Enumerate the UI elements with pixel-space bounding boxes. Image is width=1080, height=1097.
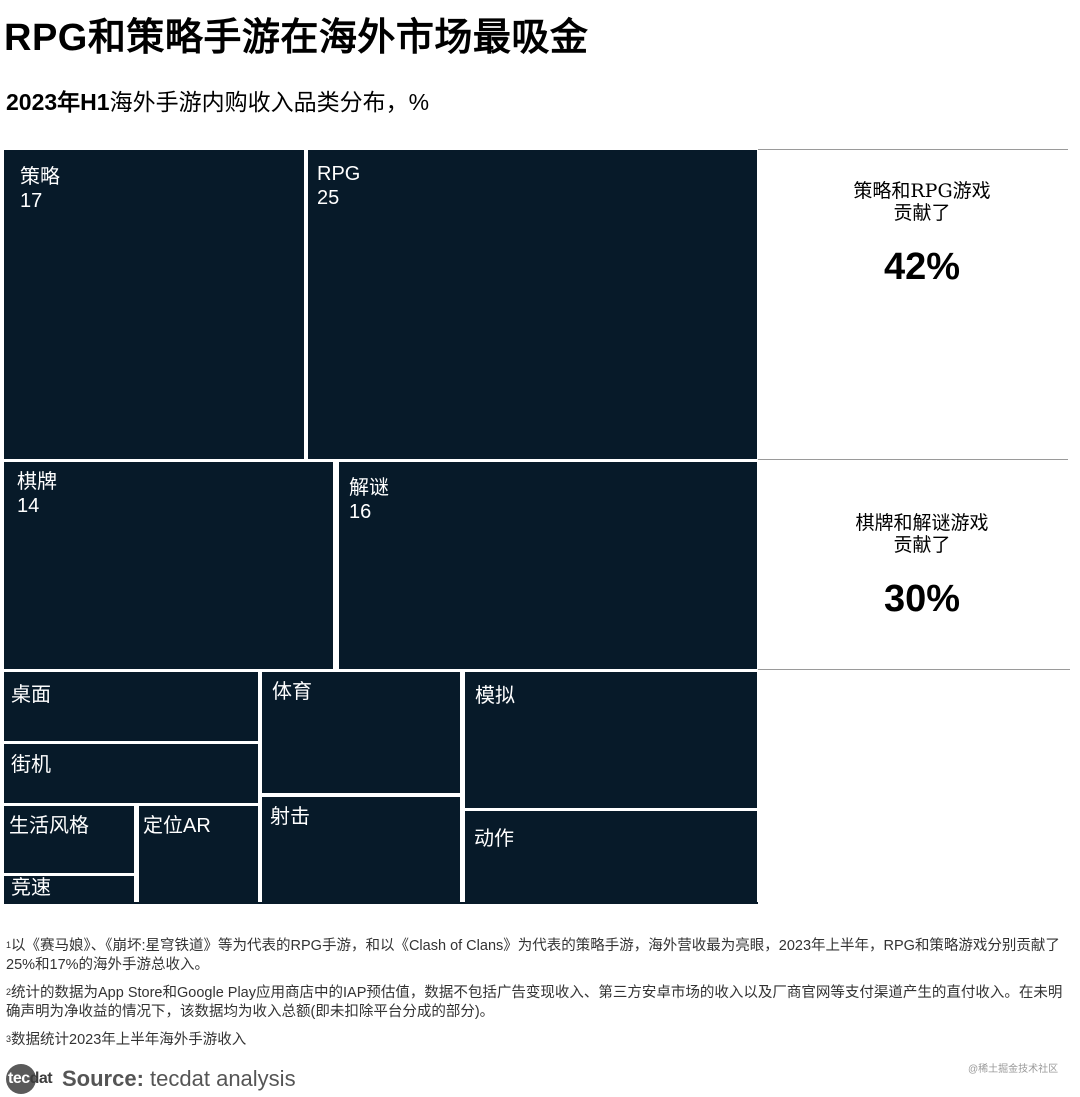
- tile-category: 模拟: [475, 685, 515, 707]
- treemap-tile-label: 射击: [270, 805, 310, 829]
- annotation-divider-middle: [758, 459, 1068, 460]
- tile-category: 射击: [270, 806, 310, 828]
- treemap-tile: [465, 811, 757, 902]
- tile-value: 16: [349, 501, 372, 523]
- tile-category: 桌面: [11, 684, 51, 706]
- footnote: 2统计的数据为App Store和Google Play应用商店中的IAP预估值…: [6, 984, 1072, 1022]
- tile-category: 定位AR: [143, 815, 211, 837]
- treemap-tile-label: 模拟: [475, 684, 515, 708]
- treemap-tile-label: 解谜 16: [349, 476, 389, 524]
- treemap-tile: [308, 150, 757, 459]
- annotation-card-puzzle: 棋牌和解谜游戏 贡献了 30%: [760, 512, 1080, 621]
- annotation-text-line2: 贡献了: [893, 202, 951, 224]
- subtitle-period: 2023年H1: [6, 89, 110, 115]
- footnote-text: 以《赛马娘》、《崩坏:星穹铁道》等为代表的RPG手游，和以《Clash of C…: [6, 938, 1060, 973]
- footnote-mark: 3: [6, 1034, 12, 1044]
- treemap-tile: [4, 876, 134, 902]
- tile-category: 体育: [272, 681, 312, 703]
- tile-category: 解谜: [349, 477, 389, 499]
- footnote-mark: 1: [6, 940, 12, 950]
- treemap-tile-label: 竞速: [11, 876, 51, 900]
- treemap-tile-label: 策略 17: [20, 165, 60, 213]
- tecdat-logo: tecdat: [6, 1064, 58, 1094]
- source-line: Source: tecdat analysis: [62, 1066, 296, 1092]
- source-text: tecdat analysis: [150, 1066, 296, 1091]
- treemap-tile: [465, 672, 757, 808]
- treemap-tile: [139, 806, 258, 902]
- treemap-tile-label: 街机: [11, 753, 51, 777]
- annotation-text-line2: 贡献了: [893, 534, 951, 556]
- footnote: 3数据统计2023年上半年海外手游收入: [6, 1031, 1072, 1050]
- tile-category: 棋牌: [17, 471, 57, 493]
- treemap-bottom-rule: [4, 902, 758, 904]
- watermark: @稀土掘金技术社区: [968, 1064, 1059, 1075]
- logo-wordmark: tecdat: [8, 1070, 53, 1087]
- treemap-tile-label: 桌面: [11, 683, 51, 707]
- treemap-tile: [4, 672, 258, 741]
- treemap-tile: [339, 462, 757, 669]
- tile-category: RPG: [317, 163, 361, 185]
- treemap-tile: [4, 744, 258, 803]
- annotation-percentage: 42%: [883, 246, 961, 288]
- annotation-divider-bottom: [758, 669, 1070, 670]
- footnotes: 1以《赛马娘》、《崩坏:星穹铁道》等为代表的RPG手游，和以《Clash of …: [6, 937, 1072, 1059]
- tile-value: 17: [20, 190, 43, 212]
- footnote-text: 统计的数据为App Store和Google Play应用商店中的IAP预估值，…: [6, 985, 1063, 1020]
- logo-circle-icon: [6, 1064, 36, 1094]
- annotation-text-line1: 策略和RPG游戏: [853, 180, 991, 202]
- treemap-tile-label: 体育: [272, 680, 312, 704]
- annotation-strategy-rpg: 策略和RPG游戏 贡献了 42%: [760, 180, 1080, 289]
- subtitle-description: 海外手游内购收入品类分布，%: [109, 89, 430, 115]
- treemap-tile: [4, 150, 304, 459]
- treemap-tile: [4, 806, 134, 873]
- treemap-tile: [4, 462, 333, 669]
- treemap-tile-label: 定位AR: [143, 814, 211, 838]
- chart-subtitle: 2023年H1海外手游内购收入品类分布，%: [6, 83, 429, 117]
- source-label: Source:: [62, 1066, 144, 1091]
- tile-category: 策略: [20, 166, 60, 188]
- annotation-text-line1: 棋牌和解谜游戏: [855, 512, 989, 534]
- footnote-text: 数据统计2023年上半年海外手游收入: [11, 1032, 247, 1048]
- treemap-tile-label: 棋牌 14: [17, 470, 57, 518]
- tile-value: 25: [317, 187, 340, 209]
- tile-category: 街机: [11, 754, 51, 776]
- footnote-mark: 2: [6, 987, 12, 997]
- treemap-tile-label: 动作: [474, 827, 514, 851]
- annotation-divider-top: [758, 149, 1068, 150]
- annotation-percentage: 30%: [883, 578, 961, 620]
- treemap-tile-label: RPG 25: [317, 162, 360, 210]
- tile-category: 生活风格: [9, 815, 89, 837]
- tile-category: 动作: [474, 828, 514, 850]
- tile-category: 竞速: [11, 877, 51, 899]
- treemap-tile: [262, 797, 460, 902]
- tile-value: 14: [17, 495, 40, 517]
- treemap-tile: [262, 672, 460, 793]
- footnote: 1以《赛马娘》、《崩坏:星穹铁道》等为代表的RPG手游，和以《Clash of …: [6, 937, 1072, 975]
- chart-title: RPG和策略手游在海外市场最吸金: [4, 17, 589, 59]
- treemap-tile-label: 生活风格: [9, 814, 89, 838]
